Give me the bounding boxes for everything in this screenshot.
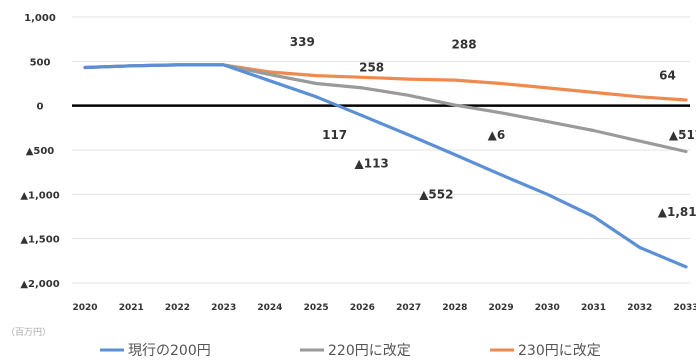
series-line <box>83 63 688 269</box>
data-annotations: 339 258 288 64 117 ▲6 ▲517 ▲113 ▲552 ▲1,818 <box>290 35 696 219</box>
x-axis-ticks: 2020 2021 2022 2023 2024 2025 2026 2027 2028 2029… <box>72 303 696 313</box>
y-tick-label: 0 <box>37 102 44 113</box>
x-tick-label: 2026 <box>350 303 375 313</box>
y-tick-label: ▲1,000 <box>20 190 59 201</box>
y-tick-label: 1,000 <box>24 13 56 24</box>
y-axis-ticks: 1,000 500 0 ▲500 ▲1,000 ▲1,500 ▲2,000 <box>20 13 59 290</box>
x-tick-label: 2021 <box>119 303 144 313</box>
x-tick-label: 2023 <box>211 303 236 313</box>
data-label: 117 <box>322 128 347 142</box>
x-tick-label: 2029 <box>489 303 514 313</box>
x-tick-label: 2024 <box>257 303 282 313</box>
x-tick-label: 2030 <box>535 303 560 313</box>
data-label: 339 <box>290 35 315 49</box>
data-label: ▲6 <box>488 128 506 142</box>
series-lines <box>83 63 688 269</box>
legend: 現行の200円 220円に改定 230円に改定 <box>100 343 601 359</box>
y-tick-label: ▲2,000 <box>20 279 59 290</box>
data-label: 288 <box>452 37 477 51</box>
y-tick-label: ▲500 <box>26 146 55 157</box>
series-line <box>83 63 688 102</box>
x-tick-label: 2032 <box>627 303 652 313</box>
x-tick-label: 2020 <box>72 303 97 313</box>
x-tick-label: 2025 <box>304 303 329 313</box>
gridlines <box>72 16 690 284</box>
data-label: ▲113 <box>354 156 388 170</box>
legend-label: 現行の200円 <box>128 343 211 359</box>
data-label: ▲1,818 <box>658 205 696 219</box>
x-tick-label: 2033 <box>673 303 696 313</box>
x-tick-label: 2022 <box>165 303 190 313</box>
data-label: ▲517 <box>669 128 696 142</box>
y-tick-label: 500 <box>30 57 51 68</box>
x-tick-label: 2031 <box>581 303 606 313</box>
legend-label: 220円に改定 <box>328 343 411 359</box>
data-label: 258 <box>359 61 384 75</box>
data-label: 64 <box>659 69 676 83</box>
unit-label: （百万円） <box>6 327 51 338</box>
y-tick-label: ▲1,500 <box>20 235 59 246</box>
x-tick-label: 2027 <box>396 303 421 313</box>
data-label: ▲552 <box>419 187 453 201</box>
x-tick-label: 2028 <box>442 303 467 313</box>
legend-label: 230円に改定 <box>518 343 601 359</box>
